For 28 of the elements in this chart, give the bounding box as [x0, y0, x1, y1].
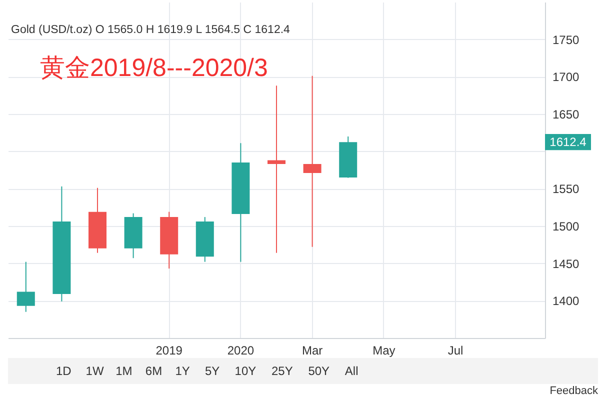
text: 6M	[145, 364, 162, 378]
text: 50Y	[308, 364, 330, 378]
y-tick-label: 1550	[552, 182, 580, 196]
candlestick	[268, 85, 286, 254]
candlestick	[16, 261, 35, 312]
text: 10Y	[234, 364, 256, 378]
y-tick-label: 1750	[552, 32, 580, 47]
text: Feedback	[550, 385, 598, 397]
y-tick-label: 1650	[552, 108, 580, 122]
x-tick-label: 2020	[227, 344, 254, 358]
text: 1Y	[175, 364, 190, 378]
x-tick-label: Mar	[302, 344, 323, 358]
y-tick-label: 1700	[552, 70, 580, 84]
x-tick-label: 2019	[156, 344, 183, 358]
text: 1D	[56, 364, 72, 378]
text: 1612.4	[550, 135, 587, 150]
text: 1M	[116, 364, 132, 378]
text: All	[344, 364, 358, 378]
text: 黄金2019/8---2020/3	[40, 54, 268, 82]
text: Gold (USD/t.oz) O 1565.0 H 1619.9 L 1564.5 C 1612.4	[11, 24, 291, 36]
text: 1W	[86, 364, 104, 378]
text: 25Y	[272, 364, 293, 378]
y-tick-label: 1500	[552, 220, 580, 234]
y-tick-label: 1450	[552, 256, 580, 271]
x-tick-label: Jul	[448, 344, 464, 358]
x-tick-label: May	[372, 344, 396, 358]
text: 5Y	[205, 364, 220, 378]
y-tick-label: 1400	[552, 294, 580, 308]
